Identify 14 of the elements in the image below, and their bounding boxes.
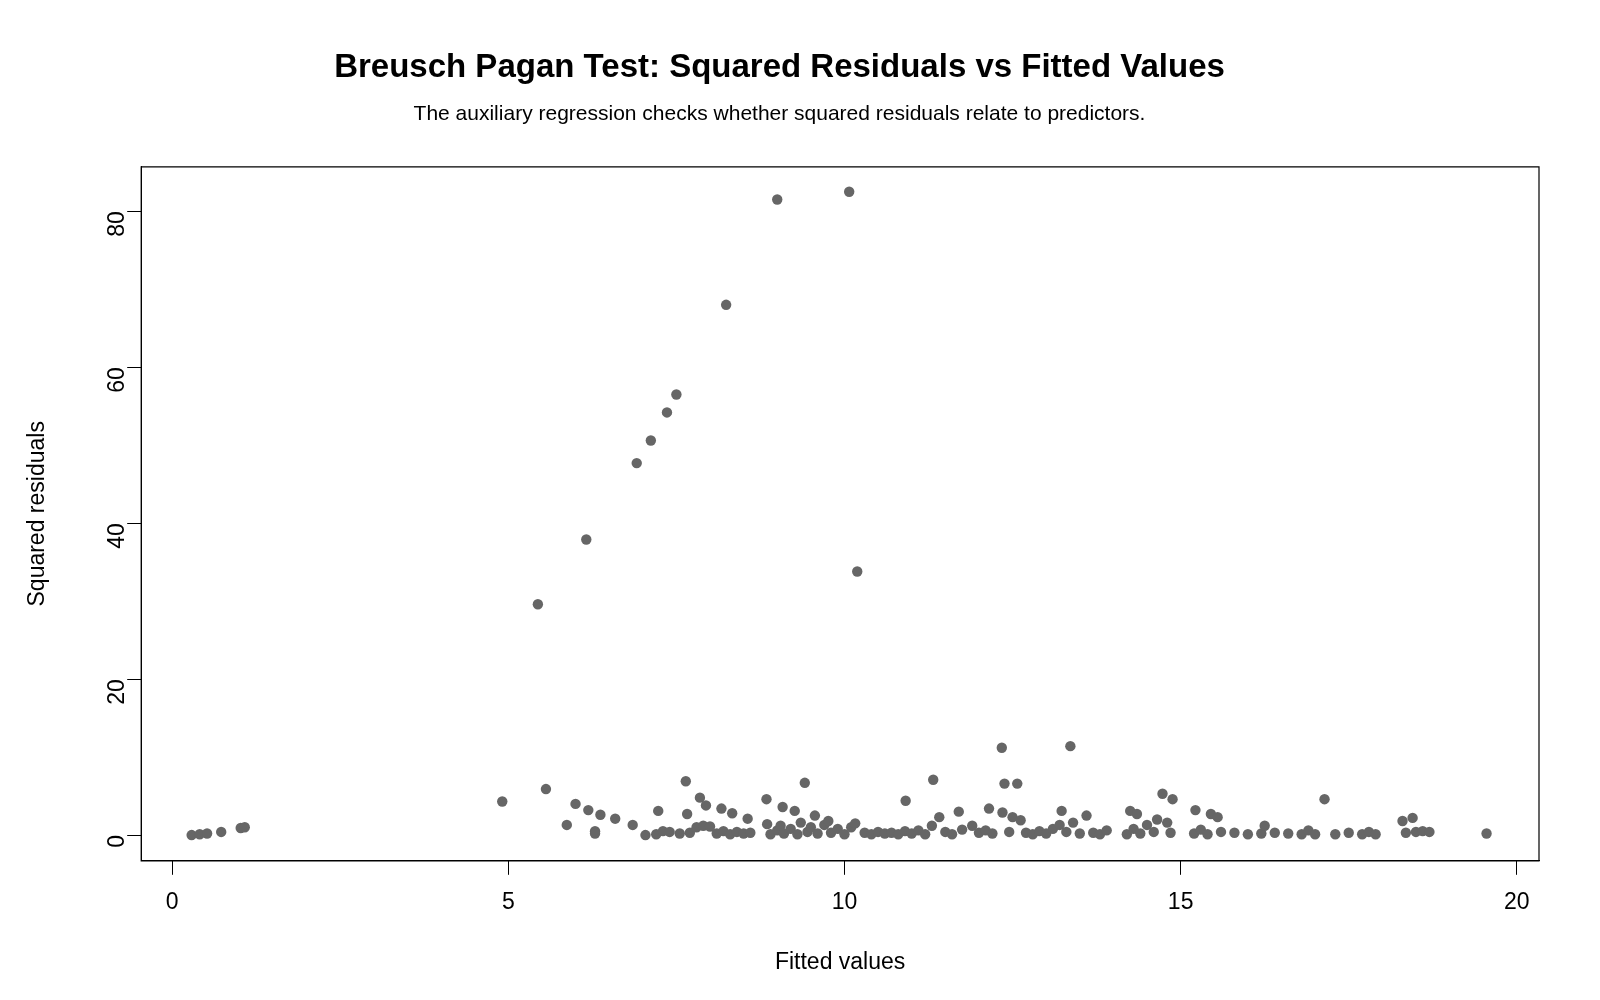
y-tick-label: 0 (102, 835, 129, 848)
y-tick-label: 60 (102, 367, 129, 393)
y-tick-label: 40 (102, 523, 129, 549)
chart-title: Breusch Pagan Test: Squared Residuals vs Fitted Values (334, 46, 1225, 84)
x-tick-label: 20 (1504, 887, 1530, 914)
x-tick-label: 10 (831, 887, 858, 914)
y-tick-label: 80 (102, 211, 129, 237)
y-axis-title: Squared residuals (23, 421, 50, 607)
x-axis-title: Fitted values (774, 947, 906, 974)
x-tick-label: 15 (1167, 887, 1194, 914)
x-tick-label: 0 (165, 887, 179, 914)
x-tick-label: 5 (501, 887, 515, 914)
chart-subtitle: The auxiliary regression checks whether squared residuals relate to predictors. (413, 101, 1146, 124)
y-tick-label: 20 (102, 679, 129, 705)
